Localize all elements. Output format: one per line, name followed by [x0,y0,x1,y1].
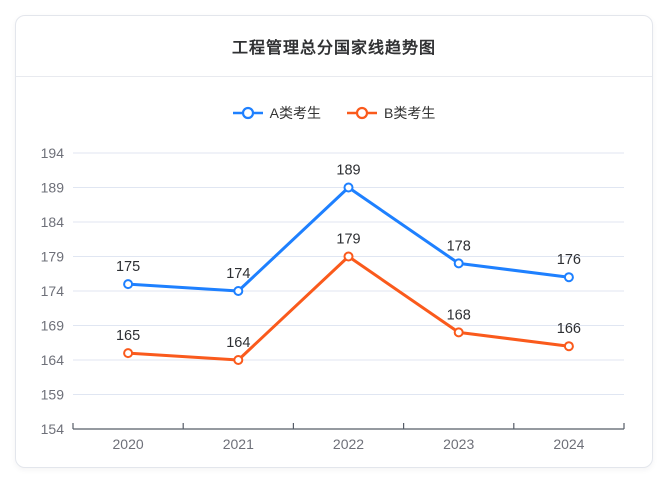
data-point[interactable] [453,327,464,338]
data-point[interactable] [123,348,134,359]
data-point[interactable] [343,251,354,262]
y-tick-label: 194 [41,145,65,161]
data-point[interactable] [453,258,464,269]
legend-marker-icon [347,106,377,120]
x-tick-label: 2023 [443,436,474,452]
data-point-label: 164 [226,335,250,351]
data-point-label: 189 [336,163,360,179]
y-tick-label: 184 [41,214,65,230]
y-tick-label: 169 [41,318,65,334]
chart-legend: A类考生 B类考生 [16,100,652,126]
plot-svg: 154 159 164 169 174 179 184 189 194 2020 2021 2022 2… [41,145,625,452]
legend-label: B类考生 [384,105,436,121]
data-point-label: 178 [447,238,471,254]
y-tick-label: 174 [41,283,65,299]
data-point[interactable] [563,272,574,283]
legend-item-b[interactable]: B类考生 [347,103,435,123]
legend-marker-icon [232,106,263,120]
data-point[interactable] [343,182,354,193]
data-point[interactable] [233,286,244,296]
data-point[interactable] [233,355,244,365]
data-point-label: 179 [336,232,360,248]
legend-item-a[interactable]: A类考生 [232,103,321,123]
data-point-label: 165 [116,328,140,344]
data-point[interactable] [123,279,134,290]
x-tick-label: 2022 [333,436,364,452]
data-point-label: 175 [116,259,140,275]
y-tick-label: 164 [41,352,65,368]
data-point-label: 168 [447,307,471,323]
chart-card: 工程管理总分国家线趋势图 A类考生 B类考生 154 159 164 169 174 179… [15,15,653,468]
series-line [126,255,571,362]
data-point-label: 174 [226,266,250,282]
y-tick-label: 189 [41,180,65,196]
chart-title: 工程管理总分国家线趋势图 [231,40,436,57]
chart-title-bar: 工程管理总分国家线趋势图 [16,16,652,77]
x-tick-label: 2020 [113,436,144,452]
x-tick-label: 2024 [553,436,584,452]
y-tick-label: 159 [41,387,65,403]
series-a: 175 174 189 178 176 [116,163,581,296]
y-tick-label: 154 [41,421,65,437]
series-b: 165 164 179 168 166 [116,232,581,365]
x-tick-label: 2021 [223,436,254,452]
y-tick-label: 179 [41,249,65,265]
legend-label: A类考生 [269,105,321,121]
data-point-label: 166 [557,321,581,337]
data-point[interactable] [563,341,574,352]
data-point-label: 176 [557,252,581,268]
